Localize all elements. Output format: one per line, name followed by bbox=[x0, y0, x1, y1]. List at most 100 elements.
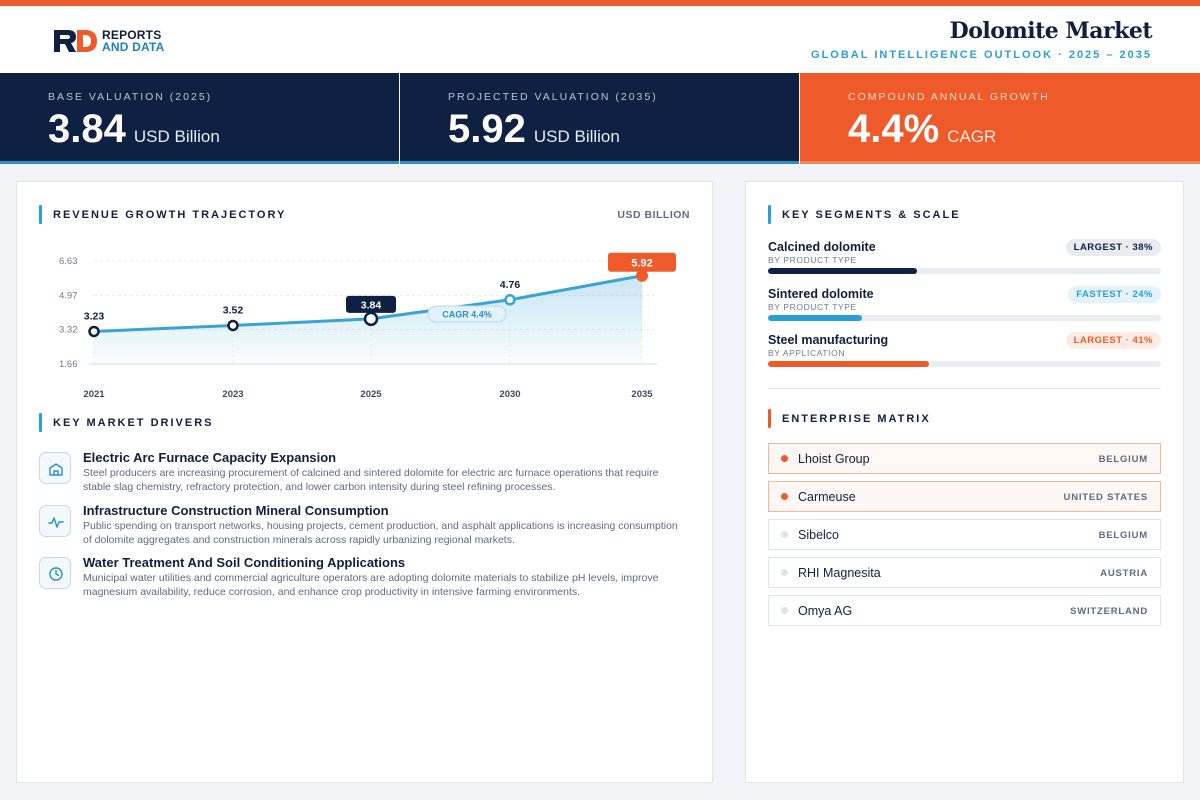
cagr-annotation-pill bbox=[427, 305, 507, 323]
data-point bbox=[636, 269, 648, 282]
segment-bar-fill bbox=[768, 315, 863, 321]
segment-bar-track bbox=[768, 268, 1161, 274]
kpi-unit: USD Billion bbox=[533, 127, 620, 146]
kpi-value-row: 4.4% CAGR bbox=[848, 107, 996, 152]
logo-mark-icon bbox=[54, 28, 98, 54]
logo-line-2: AND DATA bbox=[102, 40, 165, 54]
logo-line-1: REPORTS bbox=[102, 28, 162, 42]
status-dot bbox=[781, 493, 788, 500]
segment-badge: LARGEST · 41% bbox=[1065, 332, 1161, 349]
value-callout bbox=[608, 252, 676, 272]
enterprise-section-title: ENTERPRISE MATRIX bbox=[782, 413, 931, 425]
segment-name: Sintered dolomite bbox=[768, 287, 874, 301]
segment-bar-track bbox=[768, 315, 1161, 321]
enterprise-country: SWITZERLAND bbox=[1070, 606, 1148, 617]
logo-wordmark: REPORTS AND DATA bbox=[102, 29, 164, 53]
kpi-label: BASE VALUATION (2025) bbox=[48, 91, 213, 103]
kpi-strip: BASE VALUATION (2025) 3.84 USD Billion PR… bbox=[0, 73, 1200, 164]
value-callout bbox=[346, 295, 396, 313]
kpi-value-row: 3.84 USD Billion bbox=[48, 107, 220, 152]
segment-name: Steel manufacturing bbox=[768, 333, 889, 347]
driver-description: Public spending on transport networks, h… bbox=[83, 520, 678, 546]
kpi-value: 3.84 bbox=[48, 107, 126, 151]
factory-icon bbox=[39, 452, 71, 484]
kpi-cagr: COMPOUND ANNUAL GROWTH 4.4% CAGR bbox=[800, 73, 1200, 164]
enterprise-row[interactable]: Carmeuse UNITED STATES bbox=[768, 481, 1161, 512]
segment-bar-track bbox=[768, 361, 1161, 367]
enterprise-name: Sibelco bbox=[798, 528, 839, 542]
y-tick-label: 6.63 bbox=[59, 256, 78, 267]
section-accent-bar bbox=[39, 413, 42, 432]
segment-badge: FASTEST · 24% bbox=[1068, 286, 1161, 303]
segment-category: BY PRODUCT TYPE bbox=[768, 255, 857, 265]
segment-bar-fill bbox=[768, 268, 918, 274]
segment-bar-fill bbox=[768, 361, 930, 367]
data-label: 3.52 bbox=[223, 304, 244, 316]
data-point bbox=[88, 325, 100, 338]
enterprise-name: Carmeuse bbox=[798, 490, 856, 504]
y-tick-label: 3.32 bbox=[59, 325, 78, 336]
cagr-annotation-label: CAGR 4.4% bbox=[442, 310, 492, 320]
enterprise-name: Omya AG bbox=[798, 604, 853, 618]
status-dot bbox=[781, 569, 788, 576]
revenue-line-chart: 1.66 3.32 4.97 6.63 2021 2023 2025 2030 2035 CAGR… bbox=[59, 252, 676, 400]
reports-and-data-logo[interactable]: REPORTS AND DATA bbox=[54, 28, 164, 54]
x-tick-label: 2021 bbox=[83, 389, 105, 400]
enterprise-row[interactable]: Sibelco BELGIUM bbox=[768, 519, 1161, 550]
enterprise-name: Lhoist Group bbox=[798, 452, 870, 466]
data-label: 3.23 bbox=[84, 310, 105, 322]
kpi-unit: USD Billion bbox=[133, 127, 220, 146]
page-header: REPORTS AND DATA Dolomite Market GLOBAL … bbox=[0, 6, 1200, 73]
right-card: KEY SEGMENTS & SCALE Calcined dolomite B… bbox=[745, 181, 1184, 783]
kpi-unit: CAGR bbox=[947, 127, 997, 146]
top-accent-bar bbox=[0, 0, 1200, 6]
x-tick-label: 2025 bbox=[360, 389, 382, 400]
driver-title: Infrastructure Construction Mineral Cons… bbox=[83, 503, 389, 518]
enterprise-country: AUSTRIA bbox=[1100, 568, 1148, 579]
segment-row: Calcined dolomite BY PRODUCT TYPE LARGES… bbox=[768, 239, 1161, 280]
segment-category: BY APPLICATION bbox=[768, 348, 846, 358]
data-label: 5.92 bbox=[631, 258, 652, 270]
driver-description: Steel producers are increasing procureme… bbox=[83, 467, 659, 493]
data-point bbox=[363, 311, 379, 327]
enterprise-country: UNITED STATES bbox=[1063, 492, 1148, 503]
section-accent-bar bbox=[39, 205, 42, 224]
y-tick-label: 1.66 bbox=[59, 359, 78, 370]
enterprise-row[interactable]: Lhoist Group BELGIUM bbox=[768, 443, 1161, 474]
driver-title: Electric Arc Furnace Capacity Expansion bbox=[83, 450, 337, 465]
x-tick-label: 2035 bbox=[631, 389, 653, 400]
kpi-projected-valuation: PROJECTED VALUATION (2035) 5.92 USD Billi… bbox=[400, 73, 799, 164]
segment-row: Steel manufacturing BY APPLICATION LARGE… bbox=[768, 332, 1161, 373]
kpi-value: 5.92 bbox=[448, 107, 526, 151]
kpi-label: COMPOUND ANNUAL GROWTH bbox=[848, 91, 1050, 103]
segment-badge: LARGEST · 38% bbox=[1065, 239, 1161, 256]
kpi-value: 4.4% bbox=[848, 107, 940, 151]
enterprise-row[interactable]: RHI Magnesita AUSTRIA bbox=[768, 557, 1161, 588]
enterprise-name: RHI Magnesita bbox=[798, 566, 881, 580]
x-tick-label: 2030 bbox=[499, 389, 520, 400]
data-point bbox=[504, 294, 516, 306]
pulse-icon bbox=[39, 505, 71, 537]
clock-icon bbox=[39, 557, 71, 589]
left-card: REVENUE GROWTH TRAJECTORY USD BILLION 1.… bbox=[16, 181, 713, 783]
section-accent-bar bbox=[768, 409, 771, 428]
enterprise-country: BELGIUM bbox=[1098, 454, 1148, 465]
section-divider bbox=[768, 388, 1161, 389]
enterprise-row[interactable]: Omya AG SWITZERLAND bbox=[768, 595, 1161, 626]
segment-category: BY PRODUCT TYPE bbox=[768, 302, 857, 312]
segment-row: Sintered dolomite BY PRODUCT TYPE FASTES… bbox=[768, 286, 1161, 327]
x-tick-label: 2023 bbox=[222, 389, 243, 400]
enterprise-country: BELGIUM bbox=[1098, 530, 1148, 541]
chart-unit-label: USD BILLION bbox=[617, 209, 690, 221]
y-tick-label: 4.97 bbox=[59, 290, 78, 301]
driver-description: Municipal water utilities and commercial… bbox=[83, 572, 659, 598]
page-title: Dolomite Market bbox=[949, 18, 1153, 44]
kpi-value-row: 5.92 USD Billion bbox=[448, 107, 620, 152]
page-subtitle: GLOBAL INTELLIGENCE OUTLOOK · 2025 – 203… bbox=[811, 49, 1152, 61]
driver-title: Water Treatment And Soil Conditioning Ap… bbox=[83, 555, 406, 570]
data-label: 4.76 bbox=[500, 279, 521, 291]
chart-section-title: REVENUE GROWTH TRAJECTORY bbox=[53, 209, 287, 221]
status-dot bbox=[781, 531, 788, 538]
data-point bbox=[227, 319, 239, 332]
segments-section-title: KEY SEGMENTS & SCALE bbox=[782, 209, 961, 221]
